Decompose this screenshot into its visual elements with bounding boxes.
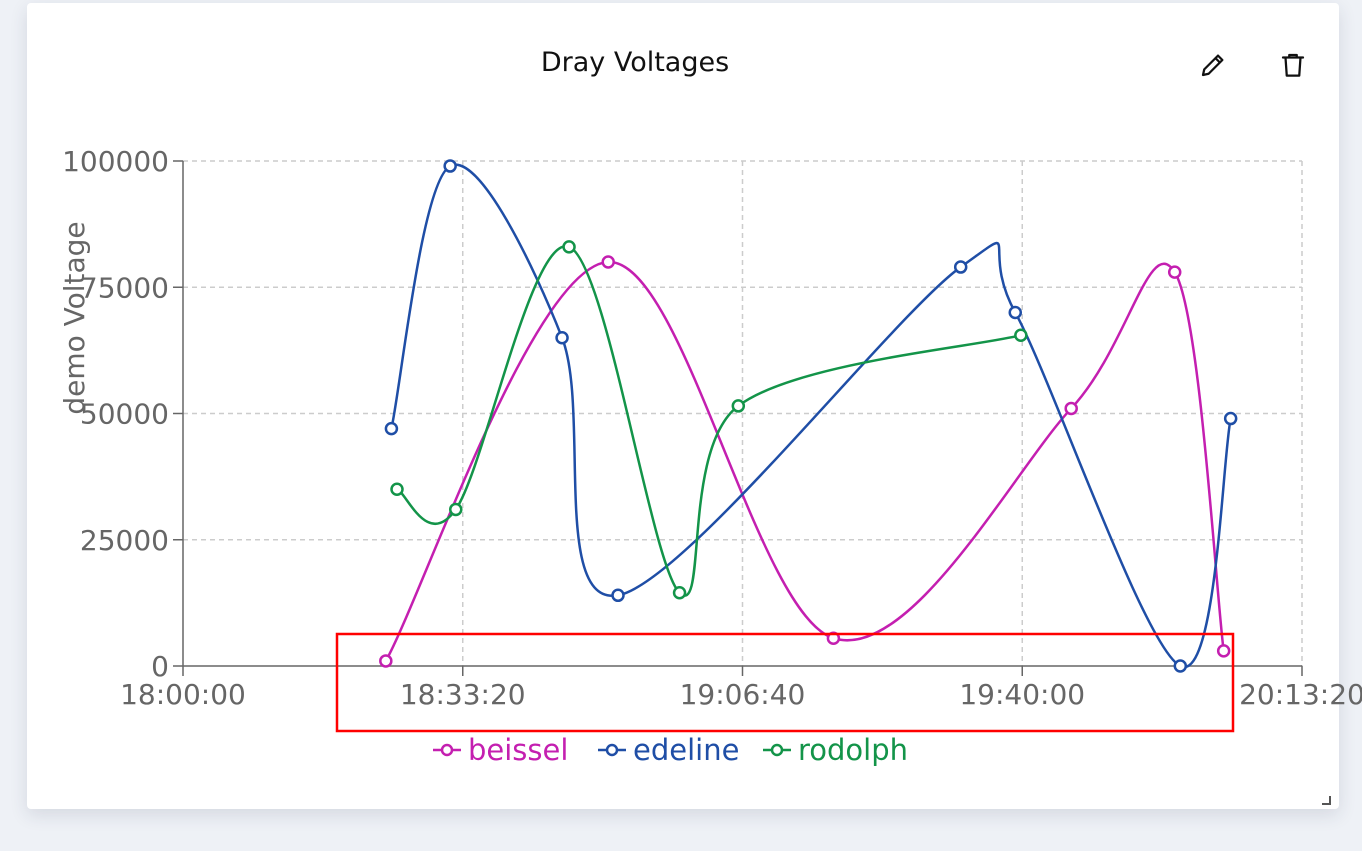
data-point[interactable] [1064, 401, 1078, 416]
data-point[interactable] [1167, 265, 1182, 279]
pencil-icon [1201, 54, 1224, 77]
x-tick-label: 19:06:40 [680, 678, 806, 711]
legend-label: beissel [468, 733, 568, 767]
data-point[interactable] [384, 421, 399, 436]
data-point[interactable] [562, 240, 576, 254]
y-tick-label: 50000 [80, 398, 169, 431]
y-axis-title: demo Voltage [58, 221, 91, 414]
data-point[interactable] [390, 482, 404, 496]
x-tick-label: 19:40:00 [959, 678, 1085, 711]
legend-marker [440, 743, 454, 757]
series-line [396, 245, 1022, 597]
legend-label: rodolph [798, 733, 908, 767]
data-point[interactable] [443, 159, 457, 173]
data-point[interactable] [449, 502, 463, 517]
legend-item-rodolph[interactable]: rodolph [763, 733, 908, 767]
data-point[interactable] [731, 399, 746, 413]
y-tick-label: 25000 [80, 524, 169, 557]
series-line [384, 260, 1225, 662]
data-point[interactable] [379, 654, 393, 668]
legend-item-edeline[interactable]: edeline [598, 733, 739, 767]
data-point[interactable] [953, 260, 968, 274]
trash-icon [1281, 53, 1305, 77]
data-point[interactable] [1223, 411, 1238, 426]
y-tick-label: 0 [151, 650, 169, 683]
resize-handle[interactable] [1321, 795, 1331, 805]
series-edeline [384, 159, 1238, 673]
data-point[interactable] [1173, 659, 1188, 673]
chart-card: Dray Voltages [27, 3, 1339, 809]
data-point[interactable] [601, 255, 615, 269]
legend-marker [605, 743, 619, 757]
data-point[interactable] [826, 631, 841, 645]
data-point[interactable] [555, 331, 569, 345]
data-point[interactable] [1014, 328, 1028, 342]
y-tick-label: 75000 [80, 271, 169, 304]
data-point[interactable] [1216, 644, 1231, 658]
x-tick-label: 18:00:00 [120, 678, 246, 711]
legend-marker [770, 743, 784, 757]
data-point[interactable] [1008, 305, 1023, 320]
legend-label: edeline [633, 733, 739, 767]
x-tick-label: 18:33:20 [400, 678, 526, 711]
highlight-box [335, 632, 1235, 733]
data-point[interactable] [672, 586, 687, 600]
series-rodolph [390, 240, 1028, 600]
series-beissel [379, 255, 1231, 668]
series-line [390, 163, 1232, 669]
delete-button[interactable] [1273, 45, 1313, 85]
data-point[interactable] [611, 588, 625, 603]
edit-button[interactable] [1193, 45, 1233, 85]
y-tick-label: 100000 [62, 145, 169, 178]
x-tick-label: 20:13:20 [1239, 678, 1362, 711]
legend-item-beissel[interactable]: beissel [433, 733, 568, 767]
chart-title: Dray Voltages [540, 47, 730, 78]
